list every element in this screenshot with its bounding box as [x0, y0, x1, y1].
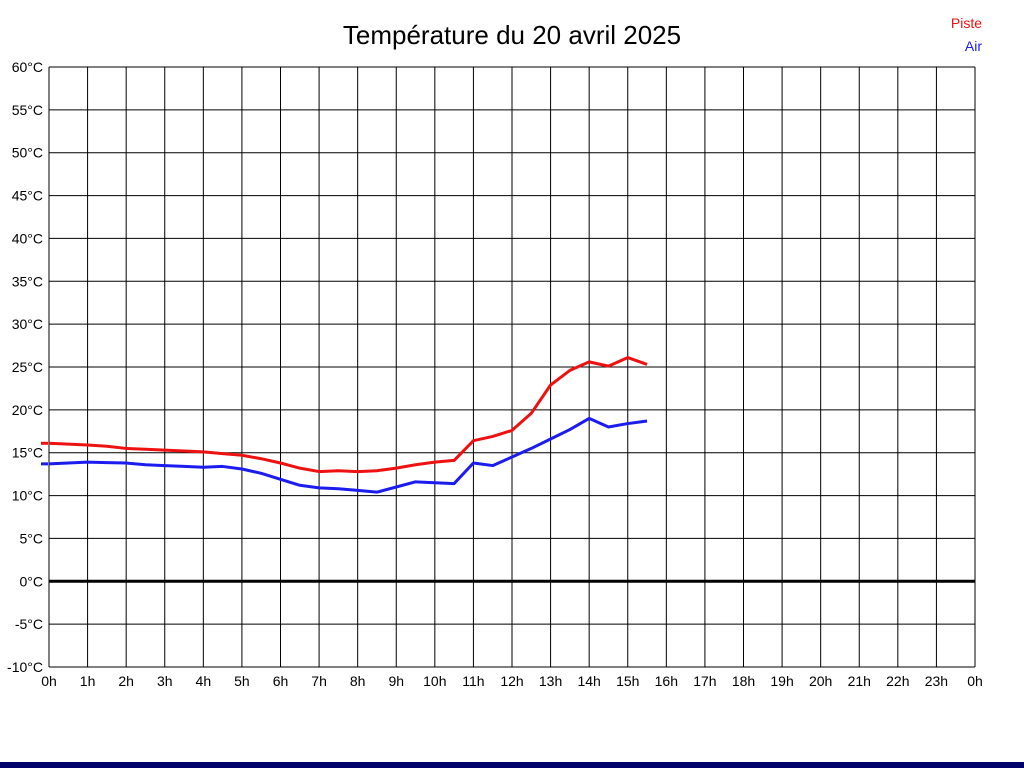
series-air — [41, 416, 648, 494]
svg-text:30°C: 30°C — [12, 316, 43, 332]
svg-text:-10°C: -10°C — [7, 659, 43, 675]
svg-text:8h: 8h — [350, 673, 366, 689]
svg-text:9h: 9h — [388, 673, 404, 689]
svg-text:0h: 0h — [967, 673, 983, 689]
svg-text:13h: 13h — [539, 673, 562, 689]
svg-text:20°C: 20°C — [12, 402, 43, 418]
y-tick-labels: 60°C 55°C 50°C 45°C 40°C 35°C 30°C 25°C 20°C 15°C… — [7, 59, 43, 675]
legend-item-piste: Piste — [950, 15, 982, 31]
svg-text:3h: 3h — [157, 673, 173, 689]
svg-text:16h: 16h — [655, 673, 678, 689]
svg-text:19h: 19h — [770, 673, 793, 689]
chart-title: Température du 20 avril 2025 — [342, 20, 682, 50]
svg-text:15°C: 15°C — [12, 445, 43, 461]
svg-text:35°C: 35°C — [12, 273, 43, 289]
svg-text:40°C: 40°C — [12, 230, 43, 246]
svg-text:45°C: 45°C — [12, 188, 43, 204]
svg-text:10h: 10h — [423, 673, 446, 689]
bottom-bar — [0, 762, 1024, 768]
svg-text:7h: 7h — [311, 673, 327, 689]
svg-text:25°C: 25°C — [12, 359, 43, 375]
svg-text:-5°C: -5°C — [15, 616, 43, 632]
svg-text:23h: 23h — [925, 673, 948, 689]
svg-text:12h: 12h — [500, 673, 523, 689]
svg-text:11h: 11h — [462, 673, 484, 689]
svg-text:14h: 14h — [577, 673, 600, 689]
svg-text:5h: 5h — [234, 673, 250, 689]
svg-text:6h: 6h — [273, 673, 289, 689]
svg-text:22h: 22h — [886, 673, 909, 689]
svg-text:0h: 0h — [41, 673, 57, 689]
svg-text:18h: 18h — [732, 673, 755, 689]
svg-text:0°C: 0°C — [20, 573, 44, 589]
svg-text:2h: 2h — [118, 673, 134, 689]
x-tick-labels: 0h 1h 2h 3h 4h 5h 6h 7h 8h 9h 10h 11h 12h 13h 14h 15h 16… — [41, 673, 983, 689]
svg-text:21h: 21h — [848, 673, 871, 689]
legend-item-air: Air — [964, 38, 982, 54]
svg-text:20h: 20h — [809, 673, 832, 689]
svg-text:17h: 17h — [693, 673, 716, 689]
svg-text:5°C: 5°C — [20, 530, 44, 546]
svg-text:50°C: 50°C — [12, 145, 43, 161]
chart-legend: Piste Air — [951, 12, 982, 58]
series-line-air — [48, 416, 648, 494]
svg-text:1h: 1h — [80, 673, 96, 689]
svg-text:4h: 4h — [196, 673, 212, 689]
series-piste — [41, 356, 648, 474]
svg-text:15h: 15h — [616, 673, 639, 689]
grid-lines — [48, 66, 976, 668]
svg-text:55°C: 55°C — [12, 102, 43, 118]
svg-text:10°C: 10°C — [12, 488, 43, 504]
svg-text:60°C: 60°C — [12, 59, 43, 75]
series-line-piste — [48, 356, 648, 474]
